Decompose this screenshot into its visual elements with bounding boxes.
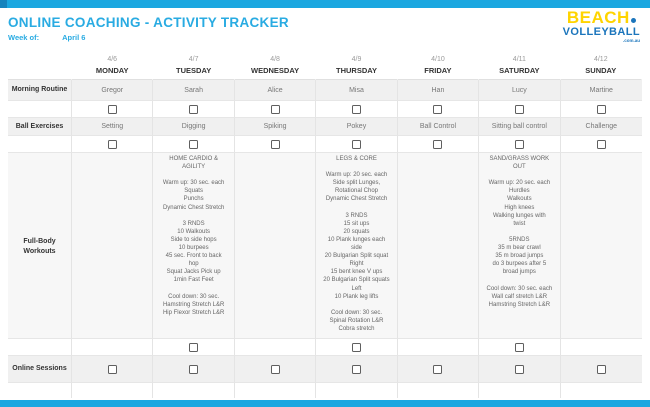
ball-exercise-tuesday: Digging <box>153 118 235 136</box>
morning-routine-friday: Han <box>397 80 480 101</box>
full-body-workouts-row: Full-Body Workouts HOME CARDIO & AGILITY… <box>8 153 642 339</box>
workout-checkbox-tuesday[interactable] <box>189 342 199 352</box>
online-sessions-row: Online Sessions <box>8 356 642 383</box>
ball-exercises-checkbox-row <box>8 136 642 153</box>
ball-exercise-saturday: Sitting ball control <box>479 118 561 136</box>
ball-exercises-row: Ball Exercises Setting Digging Spiking P… <box>8 118 642 136</box>
week-of-label: Week of: <box>8 33 40 42</box>
online-checkbox-friday[interactable] <box>433 364 443 374</box>
workout-thursday: LEGS & CORE Warm up: 20 sec. each Side s… <box>323 156 390 332</box>
workout-tuesday: HOME CARDIO & AGILITY Warm up: 30 sec. e… <box>162 156 225 316</box>
morning-checkbox-thursday[interactable] <box>351 104 361 114</box>
morning-routine-thursday: Misa <box>316 80 398 101</box>
activity-tracker-table: 4/6 MONDAY 4/7 TUESDAY 4/8 WEDNESDAY 4/9… <box>8 52 642 398</box>
week-of-value: April 6 <box>62 33 86 42</box>
morning-checkbox-tuesday[interactable] <box>189 104 199 114</box>
logo-text-beach: BEACH <box>563 9 640 26</box>
workout-checkbox-row <box>8 339 642 356</box>
day-header-tuesday: 4/7 TUESDAY <box>153 52 235 80</box>
ball-exercise-monday: Setting <box>72 118 154 136</box>
day-header-wednesday: 4/8 WEDNESDAY <box>234 52 317 80</box>
ball-exercise-sunday: Challenge <box>560 118 642 136</box>
ball-checkbox-wednesday[interactable] <box>270 139 280 149</box>
workout-checkbox-thursday[interactable] <box>351 342 361 352</box>
full-body-workouts-label: Full-Body Workouts <box>8 153 72 339</box>
bottom-accent-bar <box>0 400 650 407</box>
ball-checkbox-friday[interactable] <box>433 139 443 149</box>
online-checkbox-saturday[interactable] <box>514 364 524 374</box>
morning-routine-saturday: Lucy <box>479 80 561 101</box>
morning-routine-sunday: Martine <box>560 80 642 101</box>
header-spacer <box>8 52 72 80</box>
week-of-row: Week of: April 6 <box>8 33 85 42</box>
ball-exercises-label: Ball Exercises <box>8 118 72 136</box>
spacer-cell <box>8 339 72 356</box>
online-checkbox-monday[interactable] <box>107 364 117 374</box>
ball-checkbox-saturday[interactable] <box>514 139 524 149</box>
spacer-cell <box>8 136 72 153</box>
morning-routine-row: Morning Routine Gregor Sarah Alice Misa … <box>8 80 642 101</box>
ball-checkbox-thursday[interactable] <box>351 139 361 149</box>
ball-checkbox-sunday[interactable] <box>596 139 606 149</box>
day-header-monday: 4/6 MONDAY <box>72 52 154 80</box>
day-header-sunday: 4/12 SUNDAY <box>560 52 642 80</box>
top-accent-bar-cap <box>0 0 7 8</box>
logo-text-volleyball: VOLLEYBALL <box>562 26 640 38</box>
ball-checkbox-tuesday[interactable] <box>189 139 199 149</box>
online-sessions-label: Online Sessions <box>8 356 72 383</box>
online-checkbox-sunday[interactable] <box>596 364 606 374</box>
online-checkbox-tuesday[interactable] <box>189 364 199 374</box>
morning-routine-checkbox-row <box>8 101 642 118</box>
workout-saturday: SAND/GRASS WORK OUT Warm up: 20 sec. eac… <box>486 156 553 308</box>
morning-checkbox-friday[interactable] <box>433 104 443 114</box>
page-title: ONLINE COACHING - ACTIVITY TRACKER <box>8 15 289 30</box>
morning-checkbox-sunday[interactable] <box>596 104 606 114</box>
ball-exercise-friday: Ball Control <box>397 118 480 136</box>
morning-checkbox-monday[interactable] <box>107 104 117 114</box>
morning-checkbox-wednesday[interactable] <box>270 104 280 114</box>
spacer-cell <box>8 101 72 118</box>
empty-row <box>8 383 642 398</box>
day-header-thursday: 4/9 THURSDAY <box>316 52 398 80</box>
online-checkbox-wednesday[interactable] <box>270 364 280 374</box>
ball-exercise-wednesday: Spiking <box>234 118 317 136</box>
morning-routine-label: Morning Routine <box>8 80 72 101</box>
day-header-row: 4/6 MONDAY 4/7 TUESDAY 4/8 WEDNESDAY 4/9… <box>8 52 642 80</box>
ball-exercise-thursday: Pokey <box>316 118 398 136</box>
morning-routine-monday: Gregor <box>72 80 154 101</box>
volleyball-dot-icon <box>630 18 636 23</box>
day-header-friday: 4/10 FRIDAY <box>397 52 480 80</box>
ball-checkbox-monday[interactable] <box>107 139 117 149</box>
online-checkbox-thursday[interactable] <box>351 364 361 374</box>
morning-routine-tuesday: Sarah <box>153 80 235 101</box>
workout-checkbox-saturday[interactable] <box>514 342 524 352</box>
logo-domain-text: .com.au <box>622 38 640 43</box>
top-accent-bar <box>0 0 650 8</box>
day-header-saturday: 4/11 SATURDAY <box>479 52 561 80</box>
morning-checkbox-saturday[interactable] <box>514 104 524 114</box>
morning-routine-wednesday: Alice <box>234 80 317 101</box>
beach-volleyball-logo[interactable]: BEACH VOLLEYBALL .com.au <box>563 9 640 44</box>
